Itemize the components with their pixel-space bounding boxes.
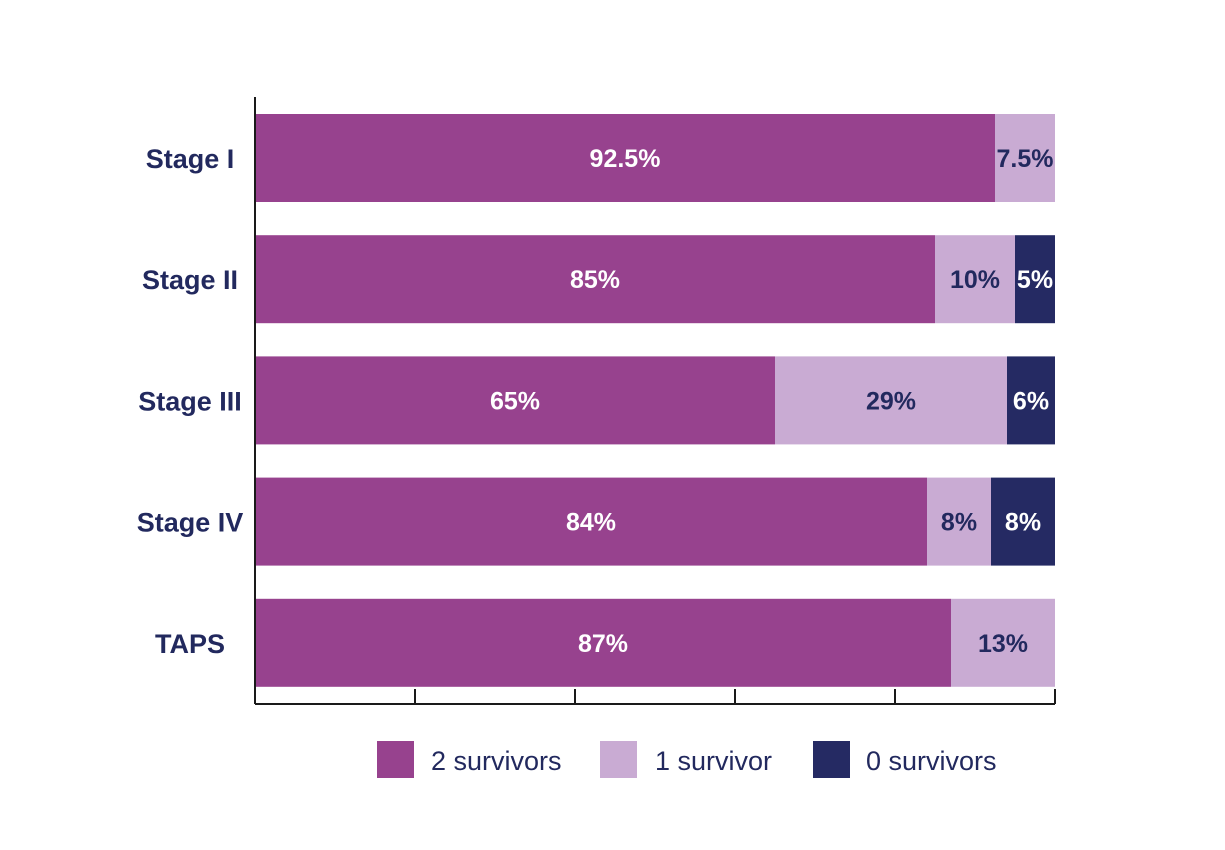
bar-segment xyxy=(255,114,995,202)
bar-segment xyxy=(255,356,775,445)
bar-segment xyxy=(935,235,1015,324)
legend-swatch xyxy=(600,741,637,778)
legend-label: 2 survivors xyxy=(431,746,562,776)
bar-group: 92.5% 7.5% xyxy=(255,114,1055,202)
category-label: Stage I xyxy=(146,144,235,174)
bar-segment xyxy=(775,356,1007,445)
data-label: 6% xyxy=(1013,387,1049,415)
legend-label: 0 survivors xyxy=(866,746,997,776)
category-label: Stage II xyxy=(142,265,238,295)
data-label: 29% xyxy=(866,387,916,415)
bar-segment xyxy=(951,598,1055,687)
data-label: 7.5% xyxy=(997,145,1054,173)
legend-item: 2 survivors xyxy=(377,741,562,778)
data-label: 8% xyxy=(1005,509,1041,537)
bar-segment xyxy=(991,477,1055,566)
data-label: 85% xyxy=(570,266,620,294)
legend-swatch xyxy=(813,741,850,778)
bar-segment xyxy=(255,477,927,566)
category-label: Stage IV xyxy=(137,508,244,538)
bar-group: 84% 8% 8% xyxy=(255,477,1055,566)
bar-segment xyxy=(255,235,935,324)
bar-segment xyxy=(927,477,991,566)
legend-item: 1 survivor xyxy=(600,741,772,778)
legend: 2 survivors 1 survivor 0 survivors xyxy=(377,741,997,778)
bar-segment xyxy=(1015,235,1055,324)
bar-group: 85% 10% 5% xyxy=(255,235,1055,324)
bar-segment xyxy=(255,598,951,687)
bar-segment xyxy=(995,114,1055,202)
legend-label: 1 survivor xyxy=(655,746,772,776)
legend-swatch xyxy=(377,741,414,778)
data-label: 13% xyxy=(978,630,1028,658)
category-label: TAPS xyxy=(155,629,225,659)
category-label: Stage III xyxy=(138,386,242,416)
data-label: 8% xyxy=(941,509,977,537)
data-label: 10% xyxy=(950,266,1000,294)
data-label: 84% xyxy=(566,509,616,537)
data-label: 65% xyxy=(490,387,540,415)
data-label: 92.5% xyxy=(590,145,661,173)
legend-item: 0 survivors xyxy=(813,741,997,778)
bar-group: 87% 13% xyxy=(255,598,1055,687)
bar-group: 65% 29% 6% xyxy=(255,356,1055,445)
bar-segment xyxy=(1007,356,1055,445)
data-label: 5% xyxy=(1017,266,1053,294)
data-label: 87% xyxy=(578,630,628,658)
